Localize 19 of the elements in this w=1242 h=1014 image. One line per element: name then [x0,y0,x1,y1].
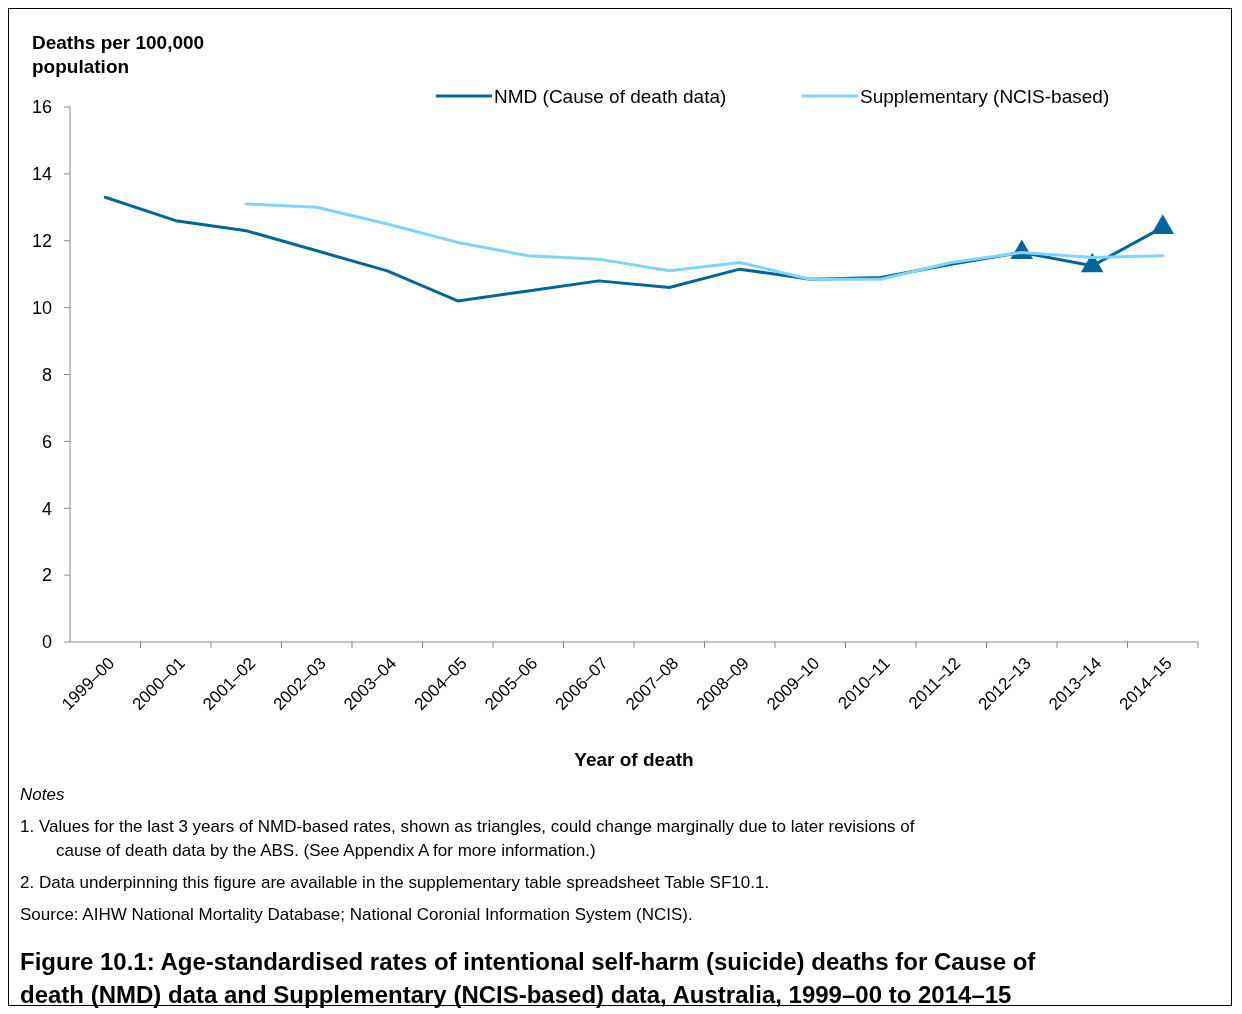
text: Notes [20,785,65,804]
text: 2. Data underpinning this figure are available in the supplementary table spreadsheet Table SF10.1. [20,873,770,892]
text: Figure 10.1: Age-standardised rates of intentional self-harm (suicide) deaths for Cause of death (NMD) data and Supplementary (NCIS-based) data, Australia, 1999–00 to 2014–15 [20,948,1037,1008]
y-tick-label: 4 [41,498,52,519]
legend-label: NMD (Cause of death data) [494,85,727,107]
y-tick-label: 12 [31,231,52,252]
text: 1. Values for the last 3 years of NMD-based rates, shown as triangles, could change marginally due to later revisions of cause of death data by the ABS. (See Appendix A for more information.) [20,817,915,860]
y-axis-title: Deaths per 100,000 population [32,32,205,77]
y-tick-label: 0 [41,632,52,653]
y-tick-label: 10 [31,297,52,318]
y-tick-label: 16 [31,97,52,118]
y-tick-label: 6 [41,431,52,452]
x-axis-title: Year of death [574,749,694,770]
source-note: Source: AIHW National Mortality Database; National Coronial Information System (NCIS). [20,905,693,924]
y-tick-label: 14 [31,164,52,185]
legend-label: Supplementary (NCIS-based) [860,85,1110,107]
y-tick-label: 8 [41,364,52,385]
line-series [244,202,1165,281]
y-tick-label: 2 [41,565,52,586]
